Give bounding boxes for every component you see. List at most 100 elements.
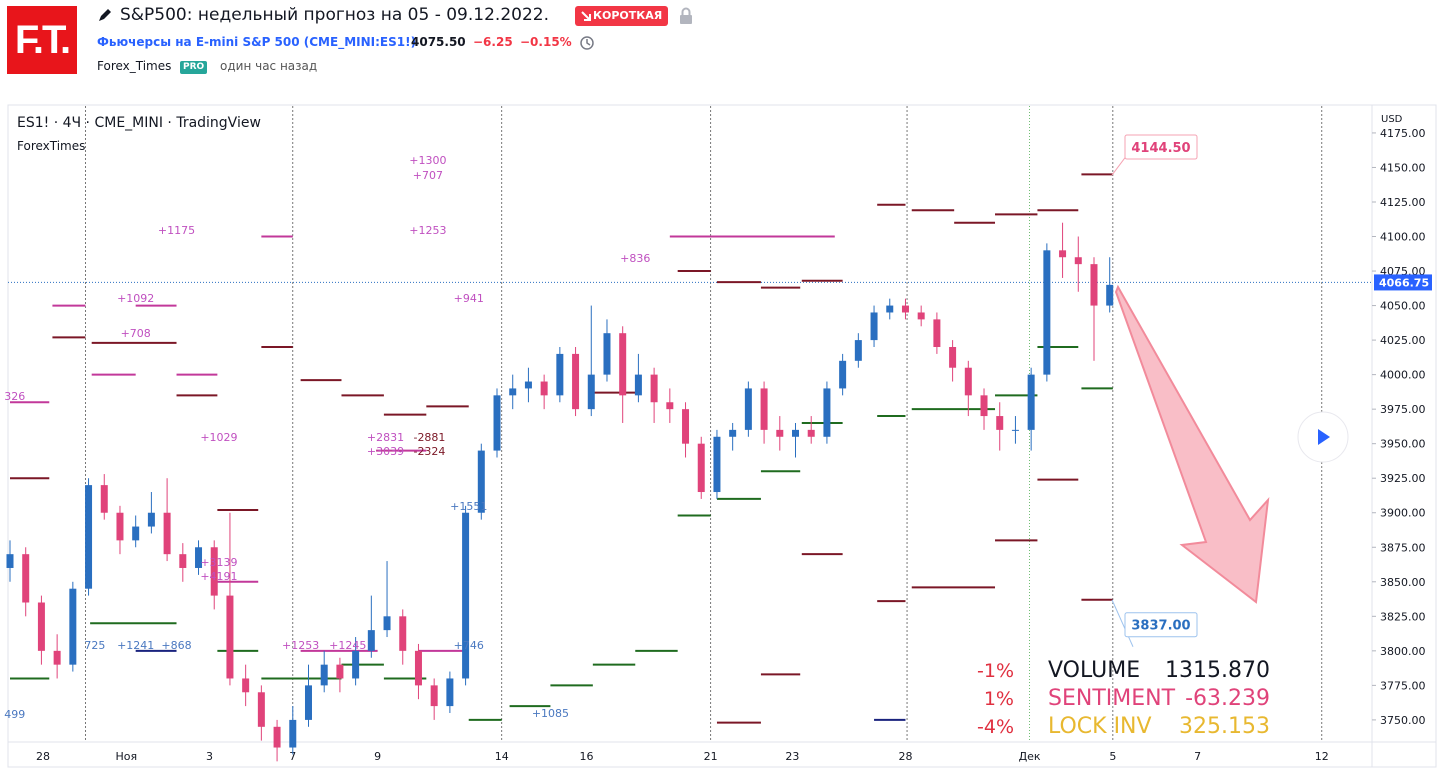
y-tick-label: 3950.00 <box>1380 438 1426 451</box>
candle-body <box>37 602 45 651</box>
arrow-icon <box>581 11 591 21</box>
last-price-label: 4066.75 <box>1379 276 1429 289</box>
candle-body <box>1011 429 1019 431</box>
candle-body <box>760 388 768 430</box>
candle-body <box>949 347 957 368</box>
candle-body <box>650 374 658 403</box>
candle-body <box>933 319 941 348</box>
play-icon[interactable] <box>1318 429 1330 445</box>
candle-body <box>1027 374 1035 430</box>
candle-body <box>870 312 878 341</box>
candle-body <box>367 630 375 651</box>
candle-body <box>289 719 297 748</box>
annotation: -2324 <box>413 445 445 458</box>
info-cell: -4% <box>977 716 1014 738</box>
candle-body <box>697 443 705 493</box>
annotation: +1029 <box>200 431 237 444</box>
candle-body <box>1106 284 1114 306</box>
annotation: +836 <box>620 252 650 265</box>
forecast-arrow <box>1114 284 1270 604</box>
annotation: +1253 <box>409 224 446 237</box>
annotation: -2881 <box>413 431 445 444</box>
x-tick-label: 23 <box>785 750 799 763</box>
candle-body <box>839 360 847 389</box>
price: 4075.50 <box>411 35 466 49</box>
info-cell: LOCK INV <box>1048 714 1152 739</box>
chart-subtitle: ForexTimes <box>17 139 85 153</box>
candle-body <box>462 512 470 679</box>
x-tick-label: 21 <box>704 750 718 763</box>
x-tick-label: Ноя <box>115 750 137 763</box>
y-tick-label: 4050.00 <box>1380 300 1426 313</box>
candle-body <box>729 429 737 437</box>
annotation: 725 <box>84 639 105 652</box>
annotation: +1245 <box>329 639 366 652</box>
target-box <box>1124 612 1198 638</box>
candle-body <box>100 485 108 513</box>
symbol-link[interactable]: Фьючерсы на E-mini S&P 500 (CME_MINI:ES1… <box>97 35 417 49</box>
x-tick-label: 5 <box>1109 750 1116 763</box>
target-leader <box>1111 599 1134 647</box>
annotation: 499 <box>4 708 25 721</box>
candle-body <box>823 388 831 437</box>
x-tick-label: 28 <box>36 750 50 763</box>
candle-body <box>682 409 690 444</box>
candle-body <box>477 450 485 513</box>
annotation: +1253 <box>282 639 319 652</box>
candle-body <box>446 678 454 707</box>
annotation: +707 <box>413 169 443 182</box>
annotation: +3039 <box>367 445 404 458</box>
x-tick-label: 16 <box>580 750 594 763</box>
y-tick-label: 3925.00 <box>1380 472 1426 485</box>
annotation: +4191 <box>200 570 237 583</box>
candle-body <box>320 664 328 686</box>
x-tick-label: 9 <box>374 750 381 763</box>
play-button[interactable] <box>1297 411 1349 463</box>
candle-body <box>980 395 988 417</box>
candle-body <box>964 367 972 396</box>
y-tick-label: 3900.00 <box>1380 507 1426 520</box>
candle-body <box>210 547 218 596</box>
last-price-box <box>1374 274 1432 291</box>
annotation: +746 <box>454 639 484 652</box>
candle-body <box>996 416 1004 430</box>
candle-body <box>179 554 187 568</box>
candle-body <box>901 305 909 313</box>
candle-body <box>116 512 124 541</box>
candle-body <box>776 429 784 437</box>
annotation: +2831 <box>367 431 404 444</box>
candle-body <box>540 381 548 396</box>
candle-body <box>132 526 140 541</box>
info-cell: SENTIMENT <box>1048 686 1176 711</box>
change: −6.25 <box>473 35 513 49</box>
logo: F.T. <box>7 6 77 74</box>
annotation: +1241 <box>117 639 154 652</box>
annotation: +1092 <box>117 292 154 305</box>
candle-body <box>147 512 155 527</box>
candle-body <box>917 312 925 320</box>
y-tick-label: 3850.00 <box>1380 576 1426 589</box>
candle-body <box>587 374 595 410</box>
candle-body <box>352 650 360 679</box>
header: F.T. S&P500: недельный прогноз на 05 - 0… <box>0 0 1439 100</box>
annotation: +1551 <box>450 500 487 513</box>
info-cell: -1% <box>977 660 1014 682</box>
candle-body <box>273 726 281 748</box>
candle-body <box>226 595 234 679</box>
candle-body <box>336 664 344 679</box>
y-tick-label: 3875.00 <box>1380 541 1426 554</box>
currency: USD <box>1381 114 1403 125</box>
candle-body <box>430 685 438 707</box>
y-tick-label: 3775.00 <box>1380 679 1426 692</box>
candle-body <box>1059 250 1067 258</box>
author[interactable]: Forex_Times <box>97 59 172 73</box>
y-tick-label: 4025.00 <box>1380 334 1426 347</box>
candle-body <box>713 436 721 493</box>
y-tick-label: 3750.00 <box>1380 714 1426 727</box>
candle-body <box>399 616 407 651</box>
target-box <box>1124 134 1198 160</box>
info-cell: 325.153 <box>1179 714 1270 739</box>
candle-body <box>556 353 564 396</box>
x-tick-label: 14 <box>495 750 509 763</box>
